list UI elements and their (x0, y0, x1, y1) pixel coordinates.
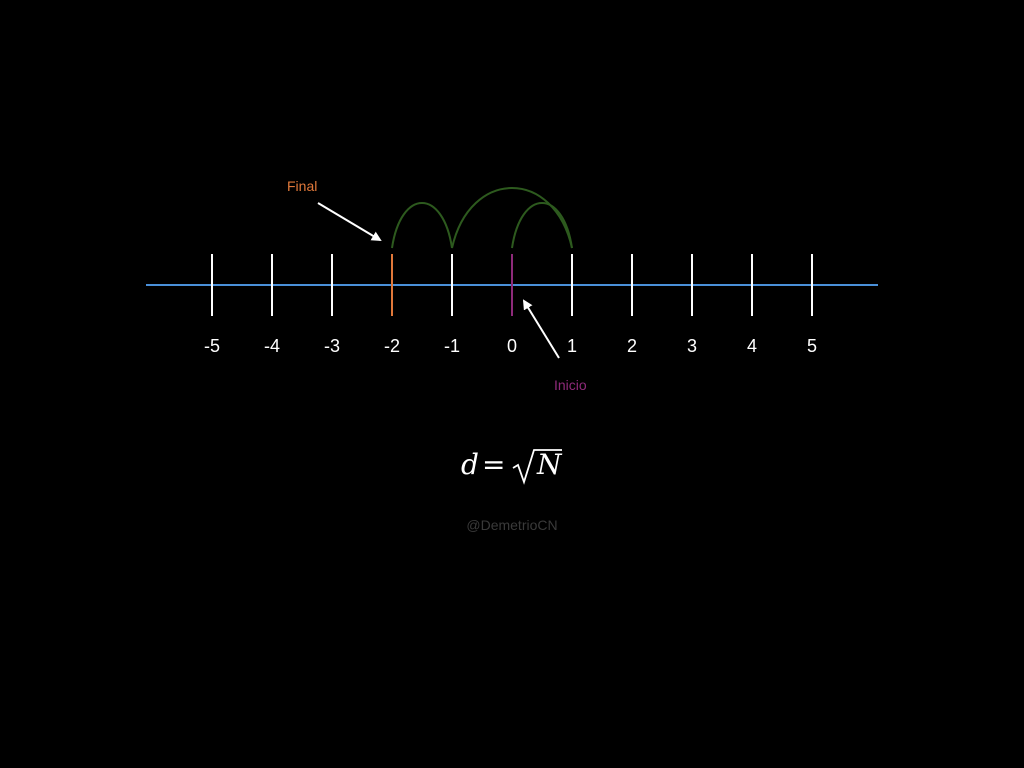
start-callout-label: Inicio (554, 377, 587, 393)
tick-label: -4 (264, 336, 280, 356)
tick-label: -1 (444, 336, 460, 356)
tick-label: -2 (384, 336, 400, 356)
number-line-tick-labels: -5 -4 -3 -2 -1 0 1 2 3 4 5 (204, 336, 817, 356)
start-callout-arrow (522, 299, 560, 359)
tick-label: 3 (687, 336, 697, 356)
tick-label: 2 (627, 336, 637, 356)
walk-hop (391, 202, 453, 249)
walk-hop (451, 187, 573, 249)
formula-radicand: N (536, 448, 563, 481)
tick-label: 0 (507, 336, 517, 356)
tick-label: 4 (747, 336, 757, 356)
number-line-ticks (211, 254, 813, 316)
final-callout-arrow (317, 202, 382, 242)
tick-label: 5 (807, 336, 817, 356)
formula-lhs: d (461, 448, 479, 481)
watermark-text: @DemetrioCN (466, 517, 557, 533)
formula-radical-sign (512, 449, 562, 485)
random-walk-path (391, 187, 573, 249)
final-callout-label: Final (287, 178, 317, 194)
tick-label: -3 (324, 336, 340, 356)
walk-hop (511, 202, 573, 249)
formula-equals: = (482, 448, 505, 481)
formula: d = N (461, 448, 563, 485)
tick-label: -5 (204, 336, 220, 356)
tick-label: 1 (567, 336, 577, 356)
